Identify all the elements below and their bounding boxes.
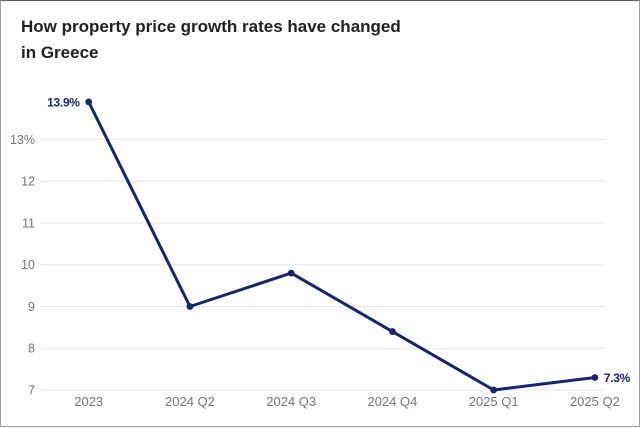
x-axis-tick-label: 2024 Q2 bbox=[165, 394, 215, 409]
y-axis-tick-label: 7 bbox=[28, 383, 35, 397]
first-point-value-label: 13.9% bbox=[47, 95, 80, 109]
x-axis-tick-label: 2025 Q2 bbox=[570, 394, 620, 409]
y-axis-tick-label: 13% bbox=[10, 133, 35, 147]
y-axis-tick-label: 11 bbox=[22, 216, 35, 230]
chart-title: How property price growth rates have cha… bbox=[21, 14, 401, 66]
data-point-marker bbox=[85, 98, 93, 106]
y-axis-tick-label: 8 bbox=[28, 342, 35, 356]
x-axis-tick-label: 2024 Q4 bbox=[367, 394, 417, 409]
x-axis-tick-label: 2024 Q3 bbox=[266, 394, 316, 409]
chart-title-line-2: in Greece bbox=[21, 43, 99, 62]
x-axis-tick-label: 2023 bbox=[74, 394, 103, 409]
data-point-marker bbox=[287, 269, 295, 277]
y-axis-tick-label: 10 bbox=[21, 258, 35, 272]
data-line bbox=[87, 100, 597, 392]
y-axis-tick-label: 9 bbox=[28, 300, 35, 314]
last-point-value-label: 7.3% bbox=[604, 371, 631, 385]
y-axis-tick-label: 12 bbox=[21, 175, 35, 189]
data-point-marker bbox=[490, 386, 498, 394]
chart-title-line-1: How property price growth rates have cha… bbox=[21, 17, 401, 36]
data-point-marker bbox=[591, 374, 599, 381]
data-point-marker bbox=[186, 303, 194, 310]
data-point-marker bbox=[389, 328, 396, 335]
x-axis-tick-label: 2025 Q1 bbox=[469, 394, 519, 409]
